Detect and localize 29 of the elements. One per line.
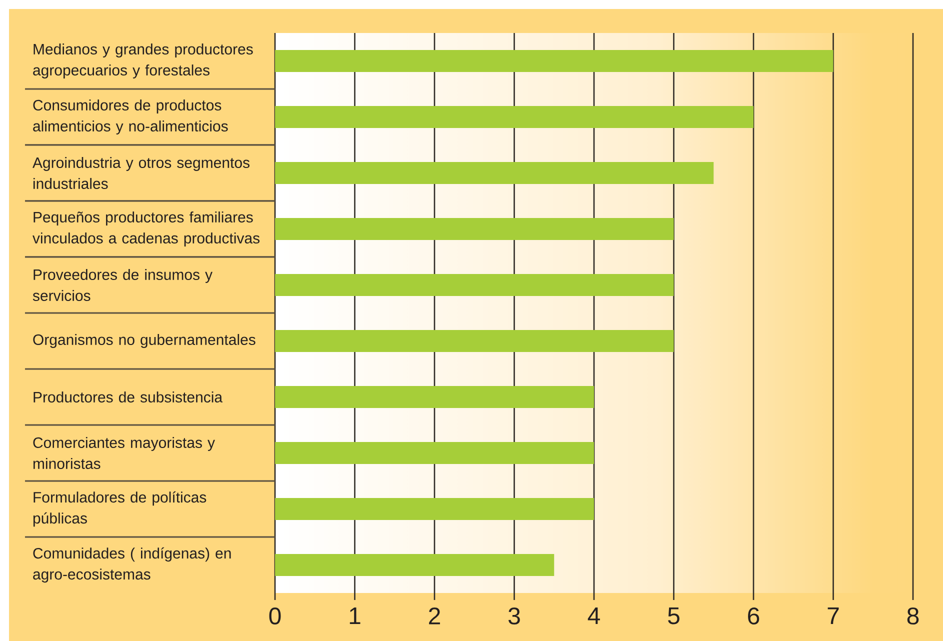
x-tick-label: 1 xyxy=(350,608,360,624)
y-tick-label: Comerciantes mayoristas y minoristas xyxy=(33,436,215,469)
x-tick-label: 3 xyxy=(508,608,520,625)
x-tick-label: 2 xyxy=(429,608,440,624)
y-tick-label: Agroindustria y otros segmentos industriales xyxy=(32,156,250,189)
bar xyxy=(275,330,674,352)
y-tick-label: Comunidades ( indígenas) en agro-ecosistemas xyxy=(33,547,231,583)
x-tick-label: 7 xyxy=(828,608,839,624)
y-tick-label: Productores de subsistencia xyxy=(34,391,223,402)
bar xyxy=(275,386,594,408)
x-tick-label: 8 xyxy=(907,608,919,625)
bar xyxy=(275,218,674,240)
bar xyxy=(275,442,594,464)
y-tick-label: Organismos no gubernamentales xyxy=(33,334,256,348)
y-tick-label: Formuladores de políticas públicas xyxy=(33,491,206,527)
bar xyxy=(275,498,594,520)
bar xyxy=(275,106,754,128)
y-tick-label: Medianos y grandes productores agropecuarios y forestales xyxy=(33,43,253,78)
x-tick-label: 4 xyxy=(588,608,600,624)
x-tick-label: 6 xyxy=(748,608,760,625)
bar xyxy=(275,274,674,296)
bar xyxy=(275,554,554,576)
y-tick-label: Consumidores de productos alimenticios y no-alimenticios xyxy=(33,99,228,134)
bar xyxy=(275,162,714,184)
y-tick-label: Proveedores de insumos y servicios xyxy=(32,268,212,301)
x-tick-label: 0 xyxy=(269,608,281,625)
y-tick-label: Pequeños productores familiares vinculados a cadenas productivas xyxy=(32,211,260,246)
bar xyxy=(275,50,834,72)
x-tick-label: 5 xyxy=(668,608,680,624)
